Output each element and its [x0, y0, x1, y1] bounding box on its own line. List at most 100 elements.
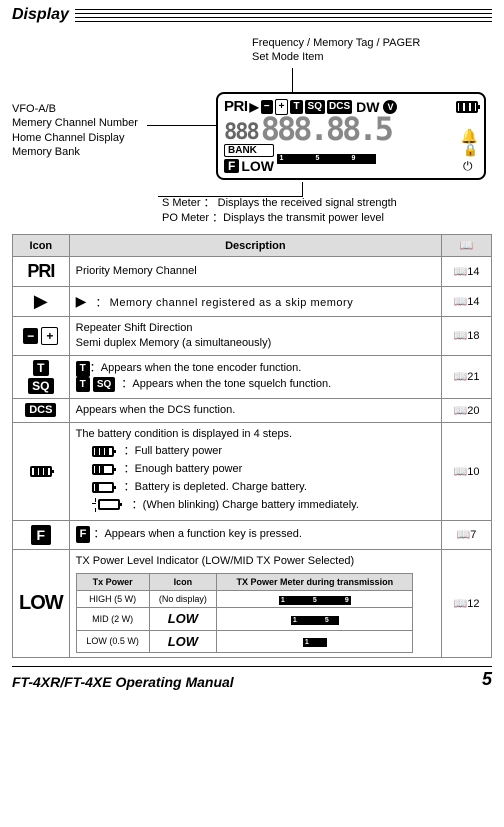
tx-cell: LOW [149, 630, 217, 653]
lcd-diagram: Frequency / Memory Tag / PAGER Set Mode … [12, 30, 492, 230]
footer-manual-title: FT-4XR/FT-4XE Operating Manual [12, 674, 234, 690]
skip-arrow-icon: ▶ [34, 291, 48, 311]
th-description: Description [69, 235, 441, 257]
inline-sq-icon: SQ [93, 377, 115, 393]
batt-r4: ：(When blinking) Charge battery immediat… [132, 498, 359, 513]
cell-desc: F ：Appears when a function key is presse… [69, 520, 441, 549]
vfo-line4: Memory Bank [12, 145, 138, 159]
th-icon: Icon [13, 235, 70, 257]
tx-th1: Tx Power [76, 573, 149, 590]
table-row: LOW TX Power Level Indicator (LOW/MID TX… [13, 549, 492, 657]
footer-page-number: 5 [482, 669, 492, 690]
book-icon: 📖 [457, 529, 471, 541]
page-ref: 21 [467, 371, 479, 383]
lock-icon: 🔒 [463, 143, 478, 157]
icon-description-table: Icon Description 📖 PRI Priority Memory C… [12, 234, 492, 658]
cell-desc: ▶ ： Memory channel registered as a skip … [69, 287, 441, 317]
cell-desc: Appears when the DCS function. [69, 398, 441, 422]
book-icon: 📖 [454, 266, 468, 278]
book-icon: 📖 [454, 330, 468, 342]
tx-cell: 159 [217, 590, 413, 607]
battery-full-icon [92, 446, 114, 457]
meter-line2: PO Meter ：Displays the transmit power le… [162, 211, 397, 226]
page-ref: 18 [467, 330, 479, 342]
frequency-callout-line1: Frequency / Memory Tag / PAGER [252, 36, 420, 50]
tx-cell: 1 [217, 630, 413, 653]
cell-desc: The battery condition is displayed in 4 … [69, 422, 441, 520]
t-icon: T [33, 360, 48, 376]
tx-cell: HIGH (5 W) [76, 590, 149, 607]
leader-line [147, 125, 217, 126]
lcd-screen: PRI ▶ − + T SQ DCS DW V 888 888.88.5 🔔 B… [216, 92, 486, 180]
tx-power-table: Tx Power Icon TX Power Meter during tran… [76, 573, 414, 653]
battery-icon [30, 466, 52, 477]
page-ref: 14 [467, 266, 479, 278]
vfo-line1: VFO-A/B [12, 102, 138, 116]
vfo-line3: Home Channel Display [12, 131, 138, 145]
signal-meter-high: 159 [279, 596, 351, 605]
batt-r1: ：Full battery power [124, 444, 222, 459]
tsq-line2: ：Appears when the tone squelch function. [121, 378, 331, 390]
battery-icon [456, 101, 478, 113]
inline-f-icon: F [76, 526, 91, 543]
plus-icon: + [41, 327, 58, 345]
tx-th3: TX Power Meter during transmission [217, 573, 413, 590]
leader-line [292, 68, 293, 92]
table-row: DCS Appears when the DCS function. 📖20 [13, 398, 492, 422]
section-title-bar: Display [12, 6, 492, 24]
low-label-icon: LOW [168, 611, 198, 626]
inline-t-icon: T [76, 377, 90, 393]
table-row: The battery condition is displayed in 4 … [13, 422, 492, 520]
signal-meter: 1 5 9 [277, 154, 376, 164]
signal-meter-mid: 15 [291, 616, 339, 625]
page-ref: 14 [467, 296, 479, 308]
tx-th2: Icon [149, 573, 217, 590]
leader-line [302, 182, 303, 196]
batt-intro: The battery condition is displayed in 4 … [76, 427, 435, 442]
cell-desc: Priority Memory Channel [69, 257, 441, 287]
meter-callout: S Meter ： Displays the received signal s… [162, 196, 397, 227]
frequency-callout-line2: Set Mode Item [252, 50, 420, 64]
book-icon: 📖 [454, 405, 468, 417]
battery-mid-icon [92, 464, 114, 475]
book-icon: 📖 [454, 371, 468, 383]
page-ref: 20 [467, 405, 479, 417]
table-row: F F ：Appears when a function key is pres… [13, 520, 492, 549]
f-desc: ：Appears when a function key is pressed. [93, 528, 302, 540]
book-icon: 📖 [454, 296, 468, 308]
tx-cell: 15 [217, 607, 413, 630]
section-title: Display [12, 6, 75, 24]
sq-icon: SQ [28, 378, 53, 394]
cell-desc: T：Appears when the tone encoder function… [69, 355, 441, 398]
power-icon: ⏻ [463, 159, 478, 174]
tx-cell: MID (2 W) [76, 607, 149, 630]
inline-arrow-icon: ▶ [76, 293, 87, 309]
page-footer: FT-4XR/FT-4XE Operating Manual 5 [12, 666, 492, 690]
batt-r2: ：Enough battery power [124, 462, 243, 477]
battery-low-icon [92, 482, 114, 493]
pri-icon: PRI [27, 261, 54, 281]
tsq-line1: ：Appears when the tone encoder function. [90, 362, 302, 374]
low-indicator: LOW [241, 158, 274, 174]
table-row: T SQ T：Appears when the tone encoder fun… [13, 355, 492, 398]
low-label-icon: LOW [168, 634, 198, 649]
small-digits: 888 [224, 120, 258, 145]
pri-indicator: PRI [224, 98, 248, 115]
big-digits: 888.88.5 [261, 113, 391, 145]
tx-cell: (No display) [149, 590, 217, 607]
tx-cell: LOW (0.5 W) [76, 630, 149, 653]
low-title: TX Power Level Indicator (LOW/MID TX Pow… [76, 554, 435, 569]
skip-arrow-icon: ▶ [250, 100, 259, 114]
dcs-icon: DCS [25, 403, 56, 417]
vfo-callout: VFO-A/B Memery Channel Number Home Chann… [12, 102, 138, 159]
cell-desc: TX Power Level Indicator (LOW/MID TX Pow… [69, 549, 441, 657]
batt-r3: ：Battery is depleted. Charge battery. [124, 480, 307, 495]
meter-line1: S Meter ： Displays the received signal s… [162, 196, 397, 211]
table-row: − + Repeater Shift Direction Semi duplex… [13, 317, 492, 356]
tx-cell: LOW [149, 607, 217, 630]
table-row: ▶ ▶ ： Memory channel registered as a ski… [13, 287, 492, 317]
frequency-callout: Frequency / Memory Tag / PAGER Set Mode … [252, 36, 420, 65]
vfo-line2: Memery Channel Number [12, 116, 138, 130]
low-icon: LOW [19, 592, 63, 614]
table-row: PRI Priority Memory Channel 📖14 [13, 257, 492, 287]
